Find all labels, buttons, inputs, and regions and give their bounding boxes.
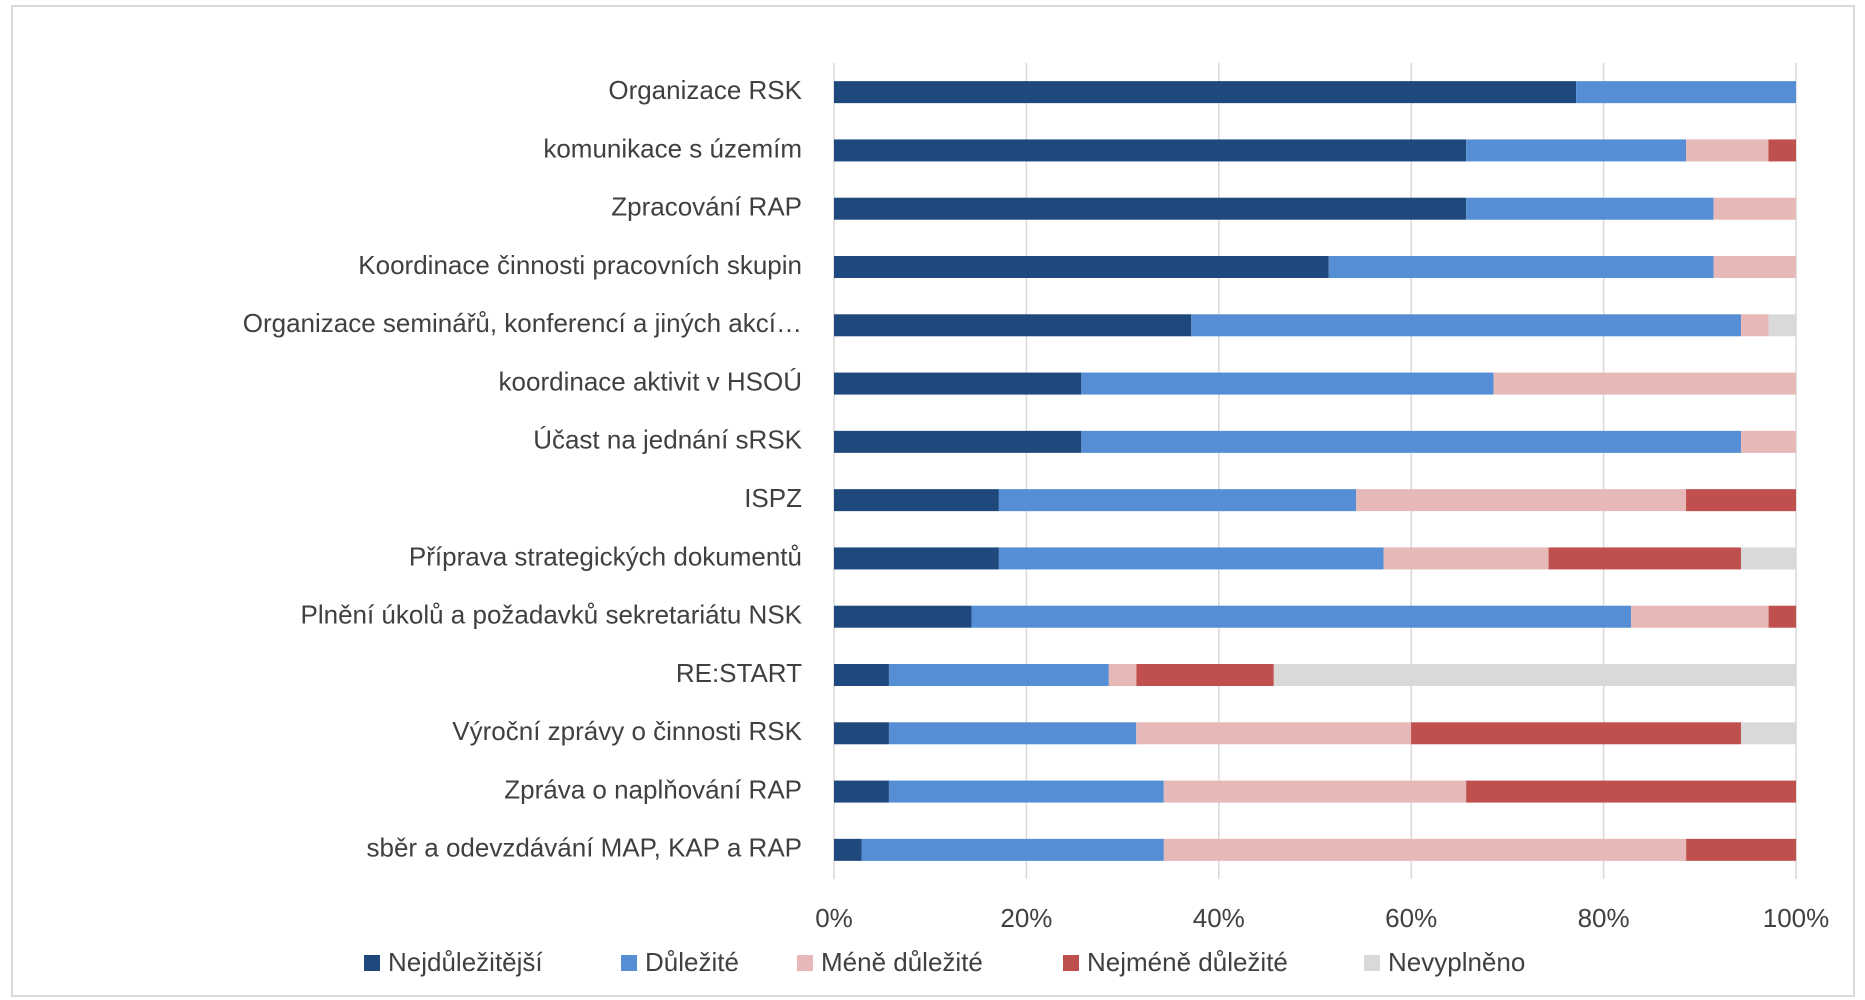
bar-segment [1713,256,1796,278]
y-tick-label: RE:START [676,658,802,688]
bar-segment [1466,139,1687,162]
bar-segment [834,664,889,686]
bar-segment [1356,489,1687,512]
y-tick-label: Koordinace činnosti pracovních skupin [358,250,802,280]
bar-segment [861,838,1164,861]
bar-segment [1466,197,1714,220]
bar-segment [1081,430,1741,453]
bar-segment [1713,197,1796,220]
bar-segment [834,722,889,745]
legend-label: Méně důležité [821,947,983,977]
bar-segment [1686,489,1796,512]
x-tick-label: 100% [1763,903,1830,933]
bar-segment [1328,256,1714,278]
legend-label: Nevyplněno [1388,947,1525,977]
bar-segment [1768,605,1797,628]
bar-segment [888,722,1137,745]
bar-segment [1768,139,1796,162]
bar-segment [888,780,1164,803]
bar-segment [1740,314,1769,337]
legend-label: Důležité [645,947,739,977]
bar-segment [1631,605,1769,628]
bar-segment [834,430,1082,453]
legend-swatch [364,955,380,971]
bar-segment [834,256,1329,278]
y-tick-label: Organizace seminářů, konferencí a jiných… [243,308,802,338]
bar-segment [1466,780,1796,803]
bar-segment [1686,139,1769,162]
x-tick-label: 60% [1385,903,1437,933]
bar-segment [888,664,1109,686]
y-tick-label: Příprava strategických dokumentů [409,541,802,571]
y-tick-label: Výroční zprávy o činnosti RSK [452,716,802,746]
legend-swatch [1364,955,1380,971]
bar-segment [1136,722,1412,745]
x-tick-label: 20% [1000,903,1052,933]
bar-segment [1493,372,1796,395]
bar-segment [834,489,999,512]
bar-segment [834,314,1192,337]
y-tick-label: Plnění úkolů a požadavků sekretariátu NS… [300,600,802,630]
legend-label: Nejméně důležité [1087,947,1288,977]
bar-segment [1163,838,1687,861]
bar-segment [1108,664,1137,686]
legend-swatch [1063,955,1079,971]
bar-segment [1740,430,1796,453]
bar-segment [998,547,1384,570]
bar-segment [1383,547,1549,570]
bar-segment [1548,547,1741,570]
y-tick-label: ISPZ [744,483,802,513]
bar-segment [971,605,1632,628]
legend-label: Nejdůležitější [388,947,543,977]
bar-segment [1576,81,1796,104]
bar-segment [834,139,1467,162]
y-tick-label: Zpracování RAP [611,192,802,222]
bar-segment [834,81,1577,104]
y-tick-label: komunikace s územím [543,133,802,163]
legend-swatch [621,955,637,971]
y-tick-label: Organizace RSK [608,75,802,105]
bar-segment [834,372,1082,395]
x-tick-label: 40% [1193,903,1245,933]
bar-segment [1273,664,1797,686]
legend-swatch [797,955,813,971]
bar-segment [1163,780,1467,803]
bar-segment [1136,664,1274,686]
bar-segment [834,547,999,570]
bar-segment [834,605,972,628]
bar-segment [1740,722,1796,745]
y-tick-label: sběr a odevzdávání MAP, KAP a RAP [366,833,802,863]
bar-segment [1740,547,1796,570]
y-tick-label: koordinace aktivit v HSOÚ [499,366,802,396]
bar-segment [1191,314,1741,337]
bar-segment [998,489,1357,512]
x-tick-label: 0% [815,903,853,933]
x-tick-label: 80% [1578,903,1630,933]
y-tick-label: Zpráva o naplňování RAP [504,774,802,804]
bar-segment [1768,314,1796,337]
y-tick-label: Účast na jednání sRSK [533,425,802,455]
bar-segment [1411,722,1741,745]
bar-segment [1686,838,1797,861]
bar-segment [834,780,889,803]
bar-segment [1081,372,1494,395]
bar-segment [834,197,1467,220]
bar-segment [834,838,862,861]
